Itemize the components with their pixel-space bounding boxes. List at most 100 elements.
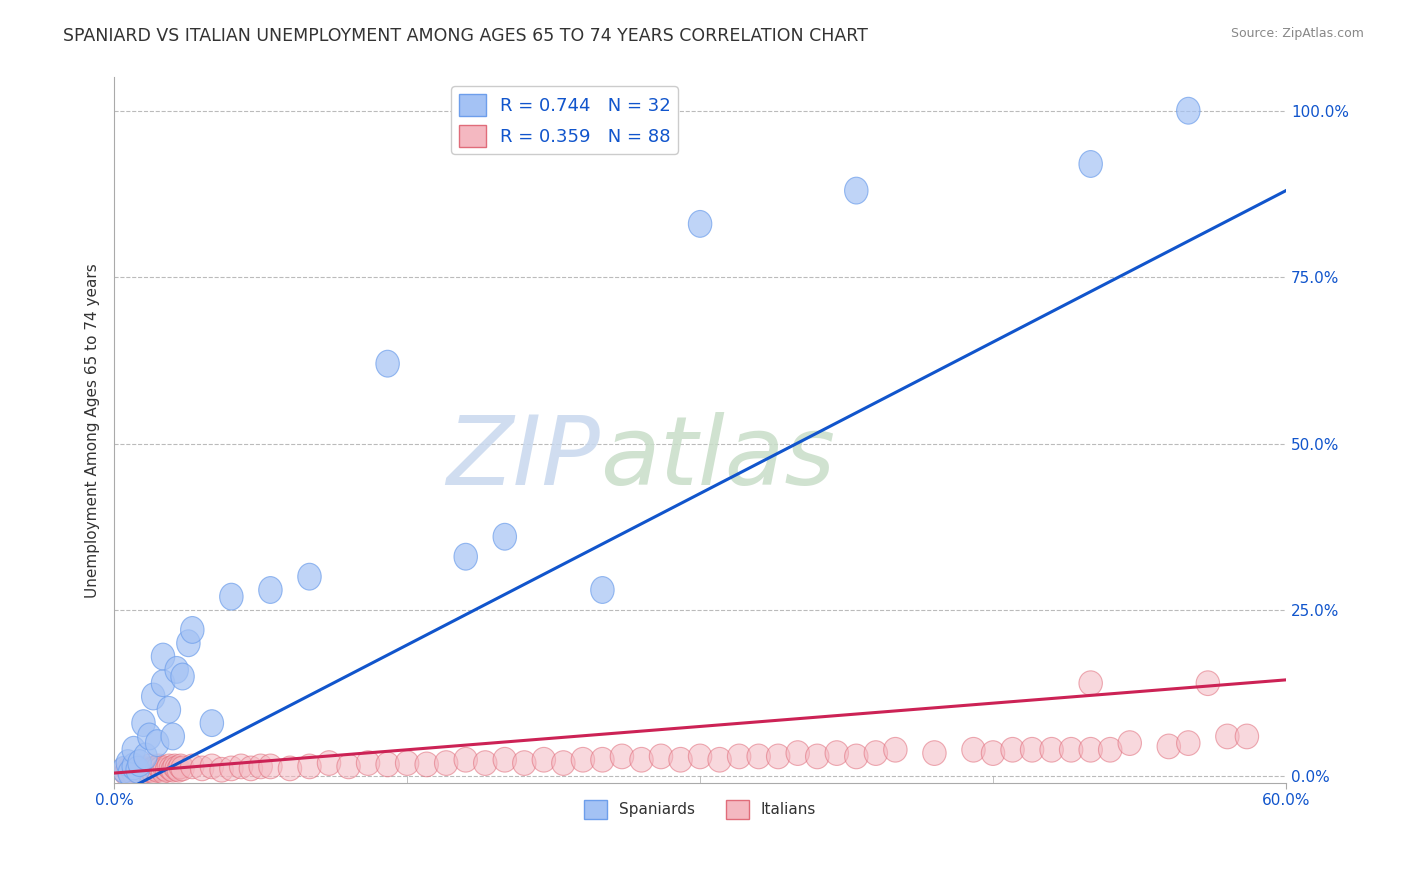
Ellipse shape — [494, 524, 516, 550]
Ellipse shape — [134, 756, 157, 780]
Text: ZIP: ZIP — [447, 412, 600, 505]
Ellipse shape — [610, 744, 634, 769]
Ellipse shape — [180, 754, 204, 779]
Legend: Spaniards, Italians: Spaniards, Italians — [578, 794, 823, 825]
Ellipse shape — [129, 757, 153, 782]
Ellipse shape — [163, 754, 187, 779]
Ellipse shape — [454, 543, 478, 570]
Ellipse shape — [219, 583, 243, 610]
Ellipse shape — [165, 657, 188, 683]
Ellipse shape — [180, 616, 204, 643]
Ellipse shape — [1177, 731, 1201, 756]
Ellipse shape — [298, 754, 321, 779]
Ellipse shape — [845, 744, 868, 769]
Ellipse shape — [117, 757, 139, 782]
Ellipse shape — [1021, 738, 1043, 762]
Ellipse shape — [591, 576, 614, 603]
Ellipse shape — [134, 743, 157, 770]
Ellipse shape — [865, 740, 887, 765]
Ellipse shape — [571, 747, 595, 772]
Ellipse shape — [148, 754, 170, 779]
Ellipse shape — [122, 761, 145, 785]
Ellipse shape — [415, 752, 439, 777]
Ellipse shape — [1177, 97, 1201, 124]
Ellipse shape — [259, 754, 283, 779]
Ellipse shape — [845, 178, 868, 204]
Ellipse shape — [239, 756, 263, 780]
Ellipse shape — [112, 757, 135, 782]
Ellipse shape — [142, 759, 165, 783]
Y-axis label: Unemployment Among Ages 65 to 74 years: Unemployment Among Ages 65 to 74 years — [86, 263, 100, 598]
Ellipse shape — [278, 756, 302, 780]
Ellipse shape — [153, 756, 177, 780]
Ellipse shape — [375, 752, 399, 777]
Ellipse shape — [152, 643, 174, 670]
Ellipse shape — [1197, 671, 1219, 696]
Ellipse shape — [149, 756, 173, 780]
Ellipse shape — [112, 756, 135, 783]
Ellipse shape — [167, 757, 190, 782]
Ellipse shape — [135, 757, 159, 782]
Ellipse shape — [132, 710, 155, 737]
Ellipse shape — [747, 744, 770, 769]
Ellipse shape — [127, 759, 149, 783]
Ellipse shape — [1216, 724, 1239, 748]
Ellipse shape — [219, 756, 243, 780]
Ellipse shape — [170, 663, 194, 690]
Ellipse shape — [145, 730, 169, 756]
Ellipse shape — [165, 756, 188, 780]
Text: Source: ZipAtlas.com: Source: ZipAtlas.com — [1230, 27, 1364, 40]
Ellipse shape — [142, 683, 165, 710]
Ellipse shape — [806, 744, 830, 769]
Ellipse shape — [259, 576, 283, 603]
Ellipse shape — [128, 756, 152, 780]
Ellipse shape — [1078, 738, 1102, 762]
Ellipse shape — [190, 756, 214, 780]
Ellipse shape — [1078, 151, 1102, 178]
Ellipse shape — [138, 754, 162, 779]
Ellipse shape — [786, 740, 810, 765]
Ellipse shape — [177, 630, 200, 657]
Ellipse shape — [117, 749, 139, 776]
Ellipse shape — [120, 757, 143, 782]
Ellipse shape — [145, 757, 169, 782]
Ellipse shape — [159, 756, 183, 780]
Ellipse shape — [1040, 738, 1063, 762]
Ellipse shape — [689, 744, 711, 769]
Ellipse shape — [139, 757, 163, 782]
Ellipse shape — [766, 744, 790, 769]
Ellipse shape — [118, 760, 142, 787]
Ellipse shape — [114, 761, 138, 785]
Ellipse shape — [170, 756, 194, 780]
Ellipse shape — [157, 697, 180, 723]
Ellipse shape — [591, 747, 614, 772]
Ellipse shape — [981, 740, 1005, 765]
Ellipse shape — [209, 757, 233, 782]
Ellipse shape — [1098, 738, 1122, 762]
Text: SPANIARD VS ITALIAN UNEMPLOYMENT AMONG AGES 65 TO 74 YEARS CORRELATION CHART: SPANIARD VS ITALIAN UNEMPLOYMENT AMONG A… — [63, 27, 868, 45]
Ellipse shape — [1118, 731, 1142, 756]
Ellipse shape — [395, 751, 419, 775]
Ellipse shape — [454, 747, 478, 772]
Ellipse shape — [157, 754, 180, 779]
Ellipse shape — [551, 751, 575, 775]
Ellipse shape — [127, 756, 149, 783]
Ellipse shape — [1236, 724, 1258, 748]
Ellipse shape — [630, 747, 654, 772]
Ellipse shape — [1157, 734, 1181, 759]
Ellipse shape — [689, 211, 711, 237]
Ellipse shape — [152, 759, 174, 783]
Ellipse shape — [1059, 738, 1083, 762]
Ellipse shape — [513, 751, 536, 775]
Ellipse shape — [494, 747, 516, 772]
Text: atlas: atlas — [600, 412, 835, 505]
Ellipse shape — [669, 747, 692, 772]
Ellipse shape — [124, 757, 148, 782]
Ellipse shape — [200, 754, 224, 779]
Ellipse shape — [962, 738, 986, 762]
Ellipse shape — [162, 723, 184, 750]
Ellipse shape — [249, 754, 273, 779]
Ellipse shape — [152, 670, 174, 697]
Ellipse shape — [122, 737, 145, 764]
Ellipse shape — [229, 754, 253, 779]
